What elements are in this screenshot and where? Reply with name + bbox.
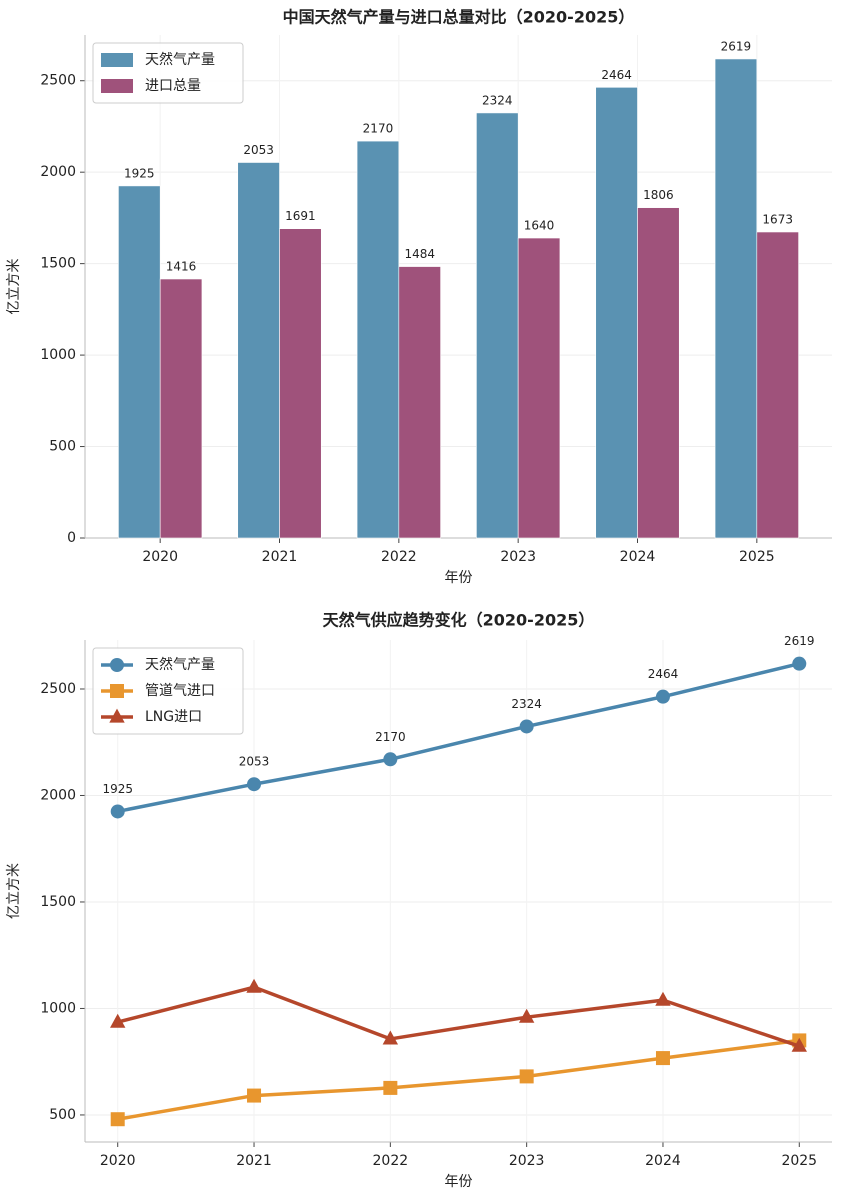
data-label: 2324 xyxy=(511,697,542,711)
data-label: 2324 xyxy=(482,93,513,107)
marker xyxy=(655,689,670,704)
data-label: 1673 xyxy=(762,212,793,226)
y-tick-label: 2500 xyxy=(40,681,76,697)
bar xyxy=(356,140,400,539)
marker xyxy=(247,777,262,792)
legend-label: 管道气进口 xyxy=(145,683,215,699)
marker xyxy=(518,1008,535,1023)
legend-swatch xyxy=(101,53,133,67)
data-label: 1691 xyxy=(285,209,316,223)
x-tick-label: 2024 xyxy=(645,1153,681,1169)
marker xyxy=(110,804,125,819)
data-label: 2053 xyxy=(239,755,270,769)
marker xyxy=(110,1112,125,1127)
data-label: 2170 xyxy=(363,122,394,136)
x-tick-label: 2020 xyxy=(142,549,178,565)
marker xyxy=(519,1069,534,1084)
data-label: 1806 xyxy=(643,188,674,202)
bar xyxy=(517,237,561,539)
legend-label: 天然气产量 xyxy=(145,51,215,68)
bar xyxy=(159,278,203,539)
x-tick-label: 2022 xyxy=(373,1153,409,1169)
x-tick-label: 2021 xyxy=(262,549,298,565)
y-tick-label: 1000 xyxy=(40,347,76,363)
legend-box xyxy=(92,647,244,735)
marker xyxy=(519,719,534,734)
y-tick-label: 2000 xyxy=(40,164,76,180)
legend-marker xyxy=(110,684,124,698)
legend-label: 天然气产量 xyxy=(145,656,215,673)
chart-title: 天然气供应趋势变化（2020-2025） xyxy=(323,611,595,630)
y-tick-label: 500 xyxy=(49,439,76,455)
line xyxy=(117,1038,800,1121)
marker xyxy=(791,1037,807,1052)
data-label: 1925 xyxy=(102,782,133,796)
bar xyxy=(756,231,799,539)
legend-swatch xyxy=(101,79,133,93)
bar xyxy=(118,185,161,539)
marker xyxy=(382,1030,399,1045)
legend-label: 进口总量 xyxy=(145,78,201,94)
marker xyxy=(655,1051,670,1066)
legend-label: LNG进口 xyxy=(145,709,202,725)
bar xyxy=(714,58,758,539)
marker xyxy=(246,978,262,993)
data-label: 2464 xyxy=(648,667,679,681)
legend-marker xyxy=(110,658,124,672)
data-label: 1416 xyxy=(166,260,197,274)
x-tick-label: 2023 xyxy=(509,1153,545,1169)
data-label: 2619 xyxy=(784,634,815,648)
y-axis-label: 亿立方米 xyxy=(6,863,22,919)
data-label: 1925 xyxy=(124,166,155,180)
x-tick-label: 2025 xyxy=(781,1153,817,1169)
line xyxy=(117,661,800,814)
y-tick-label: 0 xyxy=(67,530,76,546)
y-tick-label: 500 xyxy=(49,1107,76,1123)
legend-marker xyxy=(109,708,125,723)
marker xyxy=(110,1013,126,1028)
bar xyxy=(237,162,280,539)
x-axis-label: 年份 xyxy=(445,570,473,586)
data-label: 1640 xyxy=(524,219,555,233)
marker xyxy=(792,656,807,671)
line xyxy=(117,985,800,1048)
x-tick-label: 2020 xyxy=(100,1153,136,1169)
y-tick-label: 1500 xyxy=(40,256,76,272)
x-tick-label: 2025 xyxy=(739,549,775,565)
bar xyxy=(595,87,638,539)
data-label: 2619 xyxy=(721,39,752,53)
data-label: 2464 xyxy=(601,68,632,82)
x-tick-label: 2021 xyxy=(236,1153,272,1169)
y-tick-label: 1000 xyxy=(40,1000,76,1016)
bar xyxy=(398,266,441,539)
data-label: 1484 xyxy=(404,247,435,261)
marker xyxy=(655,991,671,1006)
bar xyxy=(279,228,322,539)
x-tick-label: 2024 xyxy=(620,549,656,565)
x-axis-label: 年份 xyxy=(445,1174,473,1190)
bar xyxy=(637,207,680,539)
data-label: 2053 xyxy=(243,143,274,157)
marker xyxy=(383,1080,398,1095)
data-label: 2170 xyxy=(375,730,406,744)
y-tick-label: 1500 xyxy=(40,894,76,910)
marker xyxy=(383,752,398,767)
x-tick-label: 2023 xyxy=(500,549,536,565)
chart-title: 中国天然气产量与进口总量对比（2020-2025） xyxy=(283,8,635,27)
marker xyxy=(247,1088,262,1103)
y-tick-label: 2500 xyxy=(40,73,76,89)
x-tick-label: 2022 xyxy=(381,549,417,565)
bar xyxy=(476,112,519,539)
y-axis-label: 亿立方米 xyxy=(6,259,22,315)
y-tick-label: 2000 xyxy=(40,787,76,803)
